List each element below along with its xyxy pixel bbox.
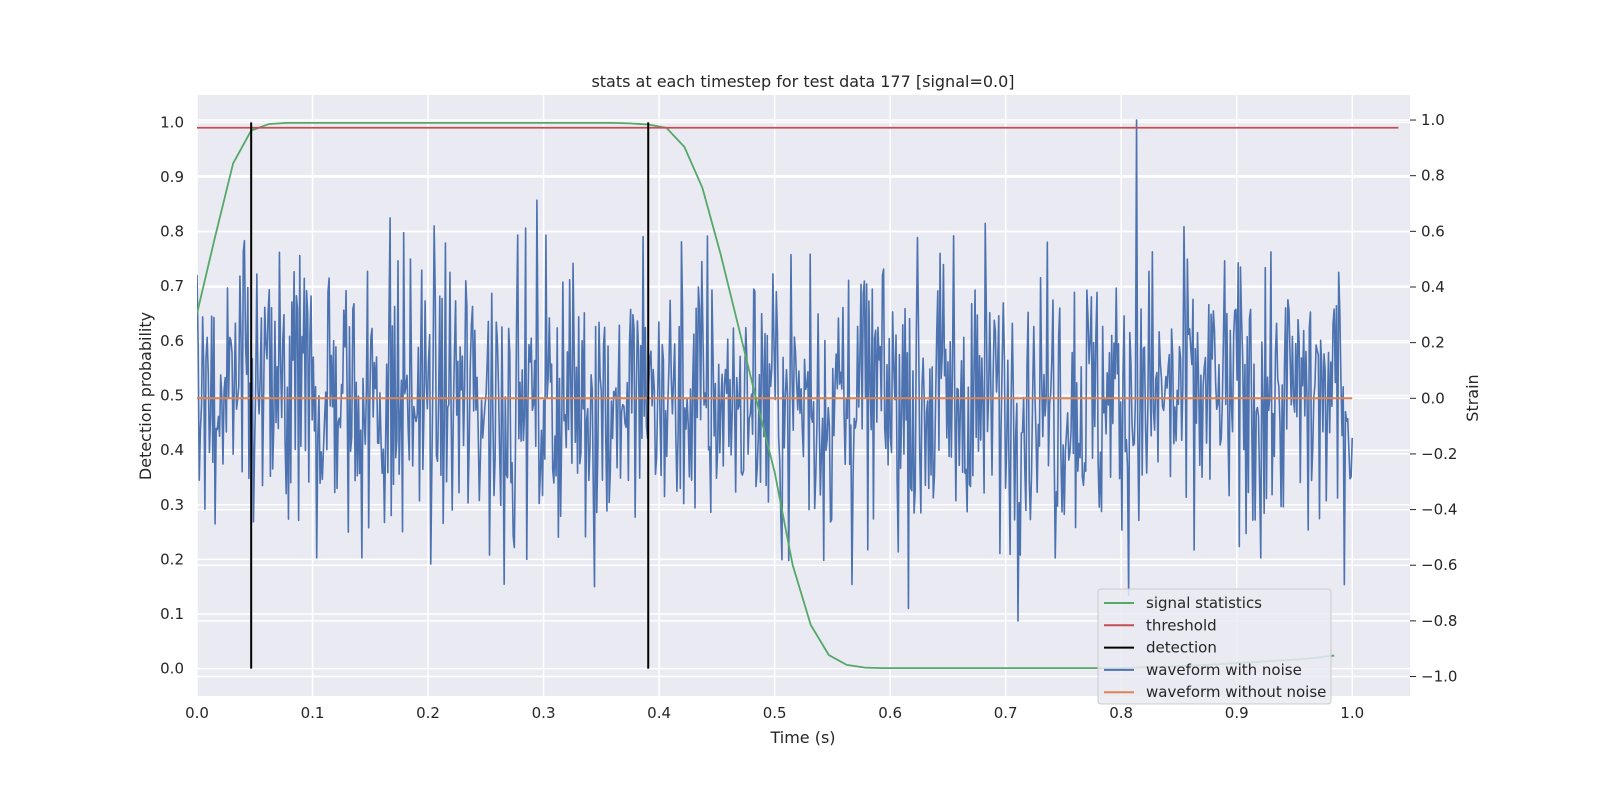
x-axis-label: Time (s) xyxy=(769,728,835,747)
y-axis-left: 0.0 0.1 0.2 0.3 0.4 0.5 0.6 0.7 0.8 0.9 1.0 xyxy=(160,113,184,677)
legend-box xyxy=(1097,588,1332,705)
y-tick-label-right: −0.4 xyxy=(1421,501,1457,519)
y-tick-label-right: 0.2 xyxy=(1421,334,1445,352)
y-tick-label-left: 0.4 xyxy=(160,441,184,459)
x-tick-label: 0.1 xyxy=(301,704,325,722)
y-tick-label-left: 0.8 xyxy=(160,223,184,241)
x-axis: 0.0 0.1 0.2 0.3 0.4 0.5 0.6 0.7 0.8 0.9 1.0 xyxy=(185,704,1364,722)
y-tick-label-left: 1.0 xyxy=(160,113,184,131)
y-tick-label-left: 0.6 xyxy=(160,332,184,350)
x-tick-label: 1.0 xyxy=(1340,704,1364,722)
y-tick-label-right: −0.8 xyxy=(1421,612,1457,630)
x-tick-label: 0.5 xyxy=(763,704,787,722)
y-tick-label-left: 0.3 xyxy=(160,496,184,514)
y-tick-label-left: 0.5 xyxy=(160,387,184,405)
y-axis-label-left: Detection probability xyxy=(136,312,155,480)
y-axis-label-right: Strain xyxy=(1463,374,1482,421)
legend-label: signal statistics xyxy=(1146,594,1262,612)
legend-label: threshold xyxy=(1146,616,1217,634)
y-tick-label-right: −0.2 xyxy=(1421,445,1457,463)
legend-label: waveform with noise xyxy=(1146,661,1302,679)
y-tick-label-right: 0.4 xyxy=(1421,278,1445,296)
chart-title: stats at each timestep for test data 177… xyxy=(591,72,1014,91)
legend-label: detection xyxy=(1146,639,1217,657)
y-tick-label-right: 1.0 xyxy=(1421,111,1445,129)
y-tick-label-left: 0.1 xyxy=(160,605,184,623)
y-tick-label-right: 0.6 xyxy=(1421,222,1445,240)
y-tick-label-left: 0.9 xyxy=(160,168,184,186)
x-tick-label: 0.9 xyxy=(1225,704,1249,722)
y-tick-label-right: 0.0 xyxy=(1421,389,1445,407)
y-axis-right: −1.0 −0.8 −0.6 −0.4 −0.2 0.0 0.2 0.4 0.6 0.8 1.0 xyxy=(1410,111,1457,686)
legend-label: waveform without noise xyxy=(1146,683,1326,701)
x-tick-label: 0.8 xyxy=(1109,704,1133,722)
x-tick-label: 0.4 xyxy=(647,704,671,722)
y-tick-label-left: 0.2 xyxy=(160,550,184,568)
x-tick-label: 0.3 xyxy=(532,704,556,722)
y-tick-label-right: −1.0 xyxy=(1421,668,1457,686)
x-tick-label: 0.6 xyxy=(878,704,902,722)
x-tick-label: 0.0 xyxy=(185,704,209,722)
y-tick-label-left: 0.0 xyxy=(160,660,184,678)
x-tick-label: 0.2 xyxy=(416,704,440,722)
x-tick-label: 0.7 xyxy=(994,704,1018,722)
y-tick-label-left: 0.7 xyxy=(160,277,184,295)
waveform-with-noise-line xyxy=(197,119,1354,622)
y-tick-label-right: 0.8 xyxy=(1421,167,1445,185)
y-tick-label-right: −0.6 xyxy=(1421,556,1457,574)
legend: signal statistics threshold detection wavef… xyxy=(1097,588,1332,705)
